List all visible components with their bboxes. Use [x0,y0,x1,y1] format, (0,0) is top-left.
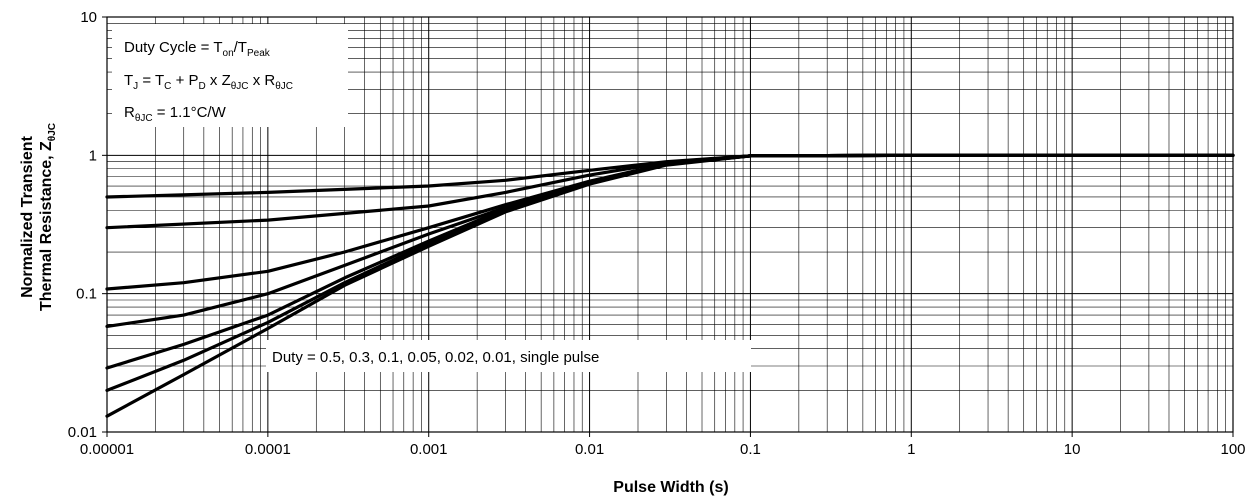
axes: 0.00001 0.0001 0.001 0.01 0.1 1 10 100 0.01 0.1 1 1… [68,9,1246,458]
y-tick-label: 0.01 [68,424,97,441]
duty-annotation: Duty = 0.5, 0.3, 0.1, 0.05, 0.02, 0.01, … [272,349,599,366]
series-line-single-pulse [105,153,1235,418]
x-tick-label: 10 [1064,441,1081,458]
x-tick-label: 1 [907,441,915,458]
x-tick-label: 0.001 [410,441,448,458]
y-tick-label: 10 [80,9,97,26]
info-box: Duty Cycle = Ton/TPeak TJ = TC + PD x Zθ… [112,24,348,127]
y-tick-label: 1 [89,147,97,164]
plot-frame [106,16,1234,433]
info-line-duty-cycle: Duty Cycle = Ton/TPeak [124,39,271,59]
y-axis-title: Normalized Transient Thermal Resistance,… [19,123,58,311]
x-tick-label: 100 [1220,441,1245,458]
x-tick-label: 0.1 [740,441,761,458]
x-tick-label: 0.00001 [80,441,134,458]
y-axis-title-line1: Normalized Transient [19,135,36,297]
series-layer [105,153,1235,418]
y-tick-label: 0.1 [76,286,97,303]
info-line-rthjc: RθJC = 1.1°C/W [124,104,227,124]
x-axis-title: Pulse Width (s) [613,479,728,496]
x-tick-label: 0.0001 [245,441,291,458]
x-tick-label: 0.01 [575,441,604,458]
duty-annotation-background [266,340,751,372]
y-axis-title-line2: Thermal Resistance, ZθJC [38,123,58,311]
info-box-background [112,24,348,127]
info-line-tj-formula: TJ = TC + PD x ZθJC x RθJC [124,72,293,92]
duty-annotation-group: Duty = 0.5, 0.3, 0.1, 0.05, 0.02, 0.01, … [266,340,751,372]
